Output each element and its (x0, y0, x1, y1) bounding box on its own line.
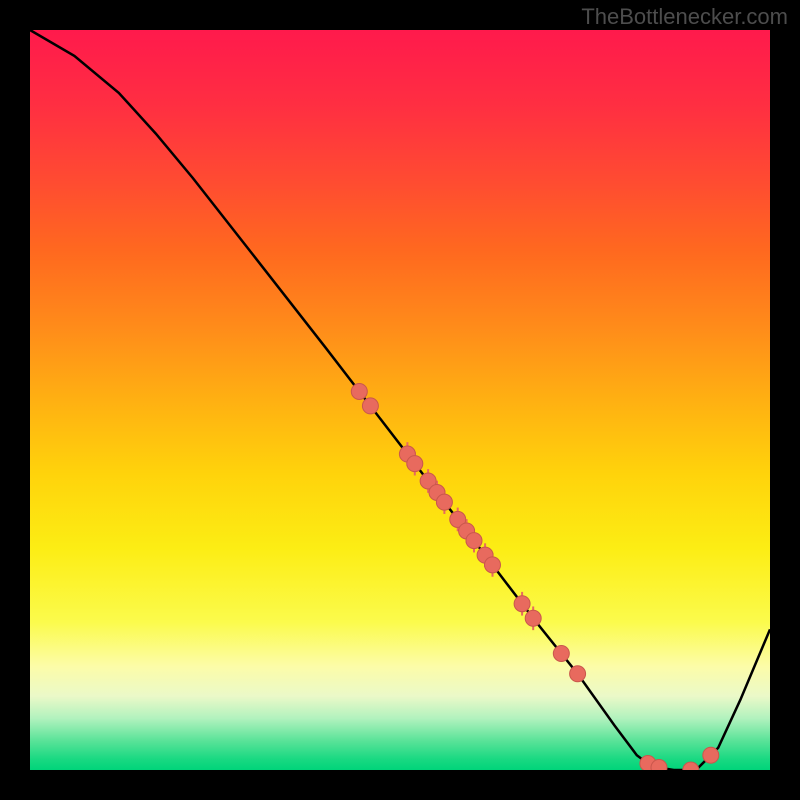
watermark-text: TheBottlenecker.com (581, 4, 788, 30)
chart-container: TheBottlenecker.com (0, 0, 800, 800)
data-point (436, 494, 452, 510)
data-point (362, 398, 378, 414)
data-point (553, 645, 569, 661)
data-point (525, 610, 541, 626)
data-point (570, 666, 586, 682)
data-point (351, 383, 367, 399)
gradient-background (30, 30, 770, 770)
data-point (703, 747, 719, 763)
data-point (485, 557, 501, 573)
data-point (514, 596, 530, 612)
data-point (466, 533, 482, 549)
chart-svg (30, 30, 770, 770)
data-point (407, 456, 423, 472)
